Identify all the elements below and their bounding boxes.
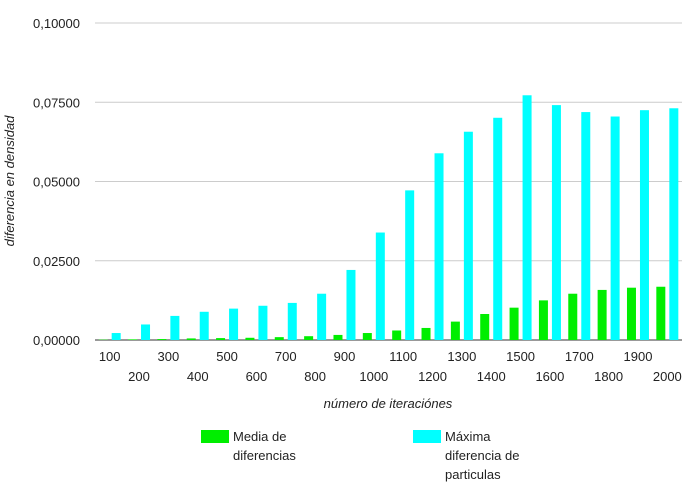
bar-media-1500 (509, 307, 519, 340)
legend-label: Máxima diferencia de particulas (445, 429, 519, 482)
bar-maxima-500 (229, 308, 239, 340)
gridlines (95, 22, 682, 341)
x-tick-label: 1500 (506, 349, 535, 364)
bar-maxima-300 (170, 315, 180, 340)
bar-media-1300 (450, 321, 460, 340)
bar-media-600 (245, 337, 255, 340)
bar-maxima-100 (111, 333, 121, 340)
bar-media-1700 (568, 293, 578, 340)
bar-media-1100 (392, 330, 402, 340)
legend: Media de diferencias Máxima diferencia de pa… (201, 429, 519, 482)
x-tick-label: 200 (128, 369, 150, 384)
y-tick-label: 0,05000 (33, 175, 80, 190)
bar-media-1000 (362, 333, 372, 340)
bar-maxima-1000 (375, 232, 385, 340)
bar-media-1900 (626, 287, 636, 340)
bar-media-200 (128, 339, 138, 340)
x-tick-label: 1100 (389, 349, 417, 364)
x-tick-label: 1600 (535, 369, 564, 384)
x-tick-label: 300 (158, 349, 180, 364)
y-tick-label: 0,10000 (33, 16, 80, 31)
bar-maxima-600 (258, 305, 268, 340)
bar-maxima-1800 (610, 116, 620, 340)
bar-maxima-400 (199, 311, 209, 340)
x-tick-label: 600 (246, 369, 268, 384)
bars (98, 95, 679, 341)
legend-label: Media de diferencias (233, 429, 296, 463)
bar-maxima-1600 (551, 105, 561, 340)
x-tick-label: 100 (99, 349, 121, 364)
x-axis-title: número de iteraciónes (324, 396, 453, 411)
bar-maxima-900 (346, 269, 356, 340)
bar-maxima-1400 (493, 117, 503, 341)
bar-media-1800 (597, 289, 607, 340)
x-tick-label: 500 (216, 349, 238, 364)
x-tick-label: 1800 (594, 369, 623, 384)
bar-maxima-1700 (581, 112, 591, 341)
x-tick-label: 1400 (477, 369, 506, 384)
bar-media-2000 (656, 286, 666, 340)
bar-media-900 (333, 334, 343, 340)
bar-media-800 (304, 336, 314, 340)
bar-media-300 (157, 339, 167, 340)
bar-media-1400 (480, 314, 490, 340)
bar-media-1200 (421, 327, 431, 340)
bar-media-400 (186, 338, 196, 340)
bar-media-500 (216, 338, 226, 340)
bar-maxima-200 (141, 324, 151, 340)
x-tick-label: 1200 (418, 369, 447, 384)
x-tick-label: 400 (187, 369, 209, 384)
y-tick-label: 0,07500 (33, 95, 80, 110)
bar-maxima-1300 (463, 131, 473, 340)
bar-maxima-700 (287, 302, 297, 340)
y-tick-labels: 0,00000 0,02500 0,05000 0,07500 0,10000 (33, 16, 80, 348)
x-tick-label: 900 (334, 349, 356, 364)
x-tick-label: 2000 (653, 369, 682, 384)
x-tick-label: 1300 (447, 349, 476, 364)
y-tick-label: 0,00000 (33, 333, 80, 348)
x-tick-label: 1900 (624, 349, 653, 364)
bar-media-700 (274, 337, 284, 340)
x-tick-labels: 1002003004005006007008009001000110012001… (99, 349, 682, 384)
bar-media-1600 (538, 300, 548, 340)
x-tick-label: 700 (275, 349, 297, 364)
y-tick-label: 0,02500 (33, 254, 80, 269)
x-tick-label: 1700 (565, 349, 594, 364)
bar-maxima-1500 (522, 95, 532, 340)
legend-swatch (413, 430, 441, 443)
bar-maxima-1200 (434, 153, 444, 340)
x-tick-label: 1000 (359, 369, 388, 384)
bar-maxima-2000 (669, 108, 679, 340)
bar-maxima-800 (317, 293, 327, 340)
bar-maxima-1100 (405, 190, 415, 340)
y-axis-title: diferencia en densidad (2, 115, 17, 247)
legend-swatch (201, 430, 229, 443)
bar-maxima-1900 (639, 110, 649, 340)
x-tick-label: 800 (304, 369, 326, 384)
